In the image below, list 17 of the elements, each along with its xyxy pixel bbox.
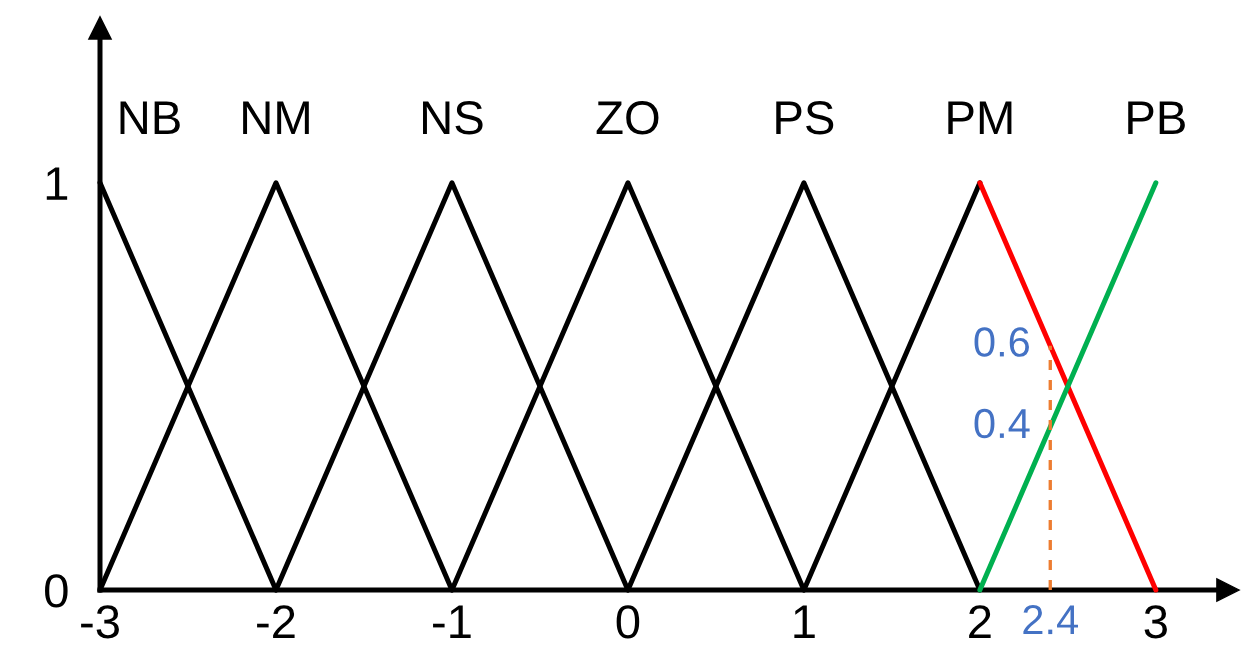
x-tick-label: -2 [257,605,295,639]
series-label: ZO [596,101,659,135]
series-label: NS [423,101,483,135]
series-label: PB [1128,101,1185,135]
series-label: PS [776,101,834,135]
data-label: 0.4 [974,408,1030,439]
series-label: NM [243,101,309,135]
x-tick-label: 1 [794,605,815,639]
x-tick-label: 2 [969,605,991,639]
data-label: 0.6 [974,327,1029,357]
x-tick-label: -1 [433,605,471,639]
x-tick-label: 3 [1144,605,1167,639]
series-label: NB [120,101,180,135]
x-tick-label: 0 [616,605,640,639]
x-tick-label: -3 [81,605,119,639]
annotation: 2.4 [1023,604,1079,635]
series-label: PM [948,101,1012,135]
